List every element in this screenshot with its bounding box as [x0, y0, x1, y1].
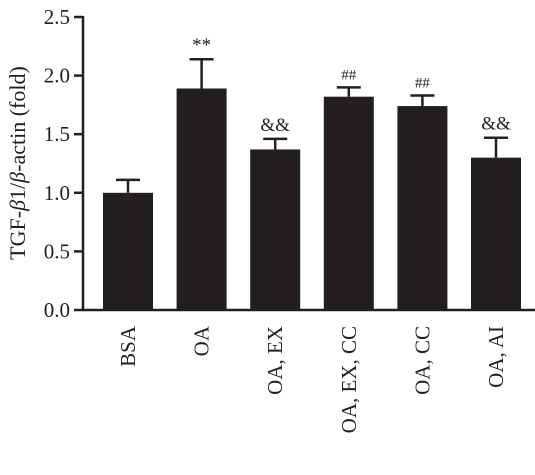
- category-label: BSA: [116, 325, 140, 367]
- axes: [74, 15, 535, 312]
- category-label: OA: [190, 325, 214, 356]
- y-tick-label: 0.5: [44, 239, 70, 263]
- labels: 0.0 0.5 1.0 1.5 2.0 2.5 BSA ** OA && OA, EX ## OA, E…: [44, 5, 511, 433]
- y-tick-label: 1.0: [44, 181, 70, 205]
- significance-marker: &&: [260, 115, 290, 136]
- y-axis-title: TGF-β1/β-actin (fold): [5, 66, 30, 260]
- y-tick-label: 2.5: [44, 5, 70, 29]
- significance-marker: ##: [341, 67, 357, 83]
- y-axis-title-part: TGF-: [5, 211, 30, 260]
- bar: [176, 88, 227, 310]
- category-label: OA, EX: [263, 326, 287, 395]
- category-label: OA, AI: [484, 326, 508, 388]
- y-axis-label: TGF-β1/β-actin (fold): [5, 66, 30, 260]
- significance-marker: &&: [481, 114, 511, 135]
- y-axis-title-part: β: [5, 200, 30, 212]
- y-tick-label: 0.0: [44, 298, 70, 322]
- y-tick-label: 2.0: [44, 64, 70, 88]
- category-label: OA, EX, CC: [337, 326, 361, 433]
- significance-marker: ##: [415, 76, 431, 92]
- significance-marker: **: [192, 35, 211, 56]
- bar: [397, 106, 448, 311]
- y-tick-label: 1.5: [44, 122, 70, 146]
- bar: [250, 149, 301, 310]
- bar: [323, 96, 374, 310]
- y-axis-title-part: -actin (fold): [5, 66, 30, 172]
- bars: [103, 57, 521, 311]
- y-axis-title-part: 1/: [5, 182, 30, 200]
- bar: [103, 192, 153, 310]
- category-label: OA, CC: [410, 326, 434, 395]
- bar: [471, 157, 521, 310]
- y-axis-title-part: β: [5, 172, 30, 184]
